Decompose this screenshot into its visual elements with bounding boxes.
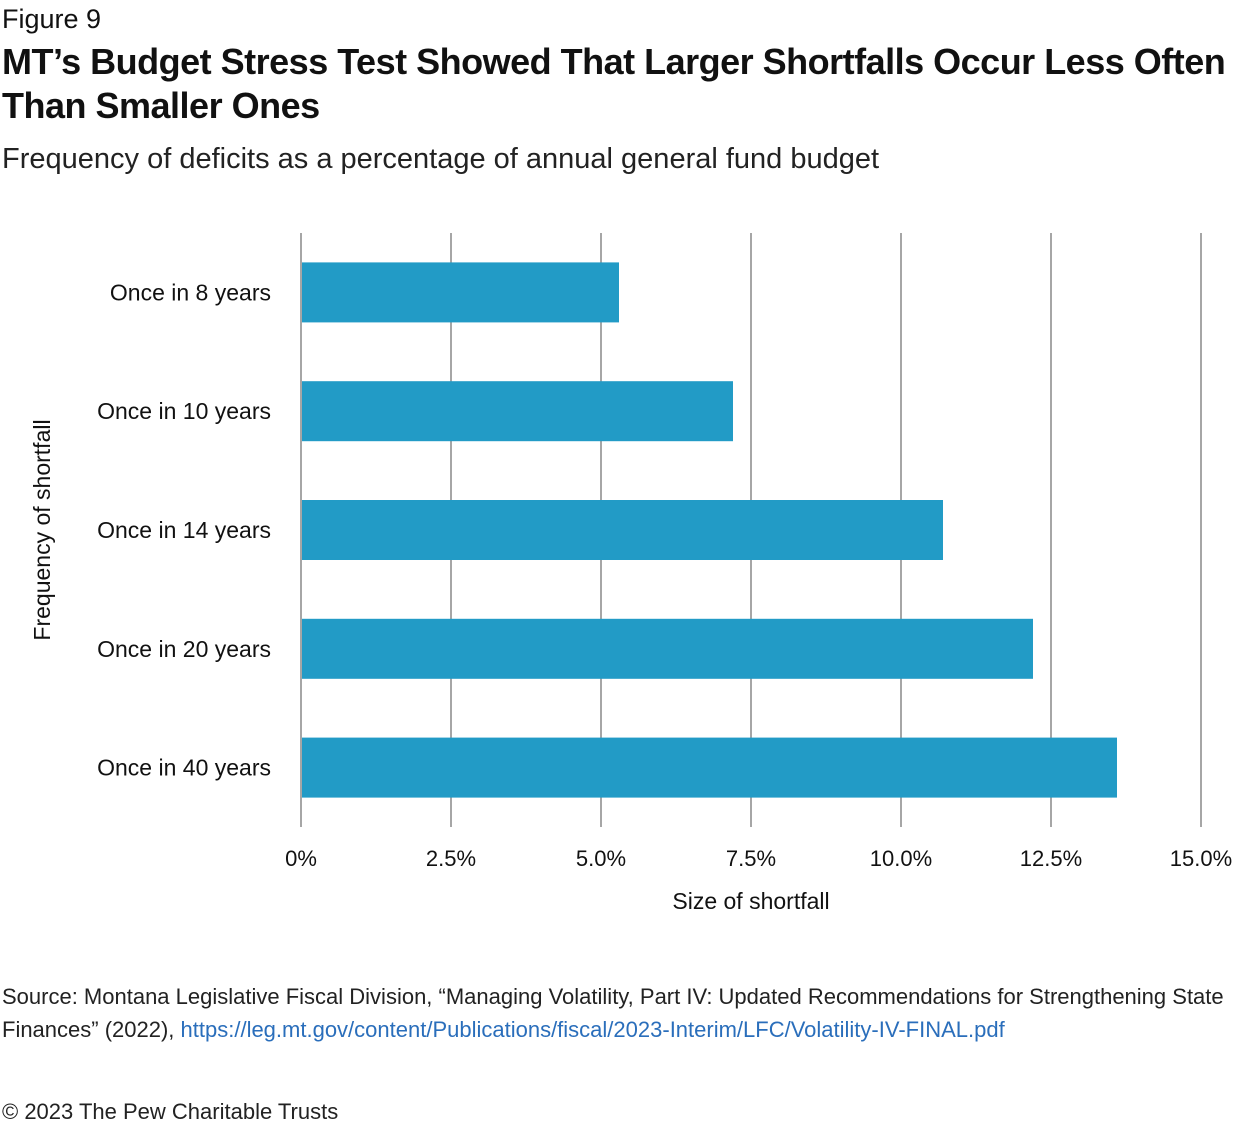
bar bbox=[302, 618, 1033, 679]
copyright: © 2023 The Pew Charitable Trusts bbox=[2, 1099, 339, 1124]
category-label: Once in 40 years bbox=[97, 755, 271, 781]
x-tick-label: 0% bbox=[285, 846, 317, 871]
x-axis-title: Size of shortfall bbox=[672, 888, 829, 914]
source-text: Source: Montana Legislative Fiscal Divis… bbox=[2, 984, 1224, 1042]
bars bbox=[302, 262, 1117, 798]
x-tick-label: 2.5% bbox=[426, 846, 476, 871]
x-tick-label: 5.0% bbox=[576, 846, 626, 871]
x-tick-label: 10.0% bbox=[870, 846, 932, 871]
figure-label: Figure 9 bbox=[2, 4, 102, 34]
chart-subtitle: Frequency of deficits as a percentage of… bbox=[2, 143, 880, 175]
category-labels: Once in 8 years Once in 10 years Once in 1… bbox=[97, 279, 271, 780]
category-label: Once in 14 years bbox=[97, 517, 271, 543]
category-label: Once in 8 years bbox=[110, 279, 271, 305]
bar bbox=[302, 500, 943, 560]
chart-title: MT’s Budget Stress Test Showed That Larg… bbox=[2, 41, 1226, 126]
bar-chart: Once in 8 years Once in 10 years Once in 1… bbox=[29, 233, 1232, 914]
x-tick-label: 7.5% bbox=[726, 846, 776, 871]
x-tick-label: 15.0% bbox=[1170, 846, 1232, 871]
y-axis-title: Frequency of shortfall bbox=[29, 419, 55, 640]
x-tick-labels: 0% 2.5% 5.0% 7.5% 10.0% 12.5% 15.0% bbox=[285, 846, 1232, 871]
bar bbox=[302, 262, 619, 323]
bar bbox=[302, 381, 733, 442]
category-label: Once in 10 years bbox=[97, 398, 271, 424]
source-note: Source: Montana Legislative Fiscal Divis… bbox=[2, 980, 1232, 1046]
category-label: Once in 20 years bbox=[97, 636, 271, 662]
x-tick-label: 12.5% bbox=[1020, 846, 1082, 871]
bar bbox=[302, 737, 1117, 798]
source-link[interactable]: https://leg.mt.gov/content/Publications/… bbox=[180, 1017, 1005, 1042]
